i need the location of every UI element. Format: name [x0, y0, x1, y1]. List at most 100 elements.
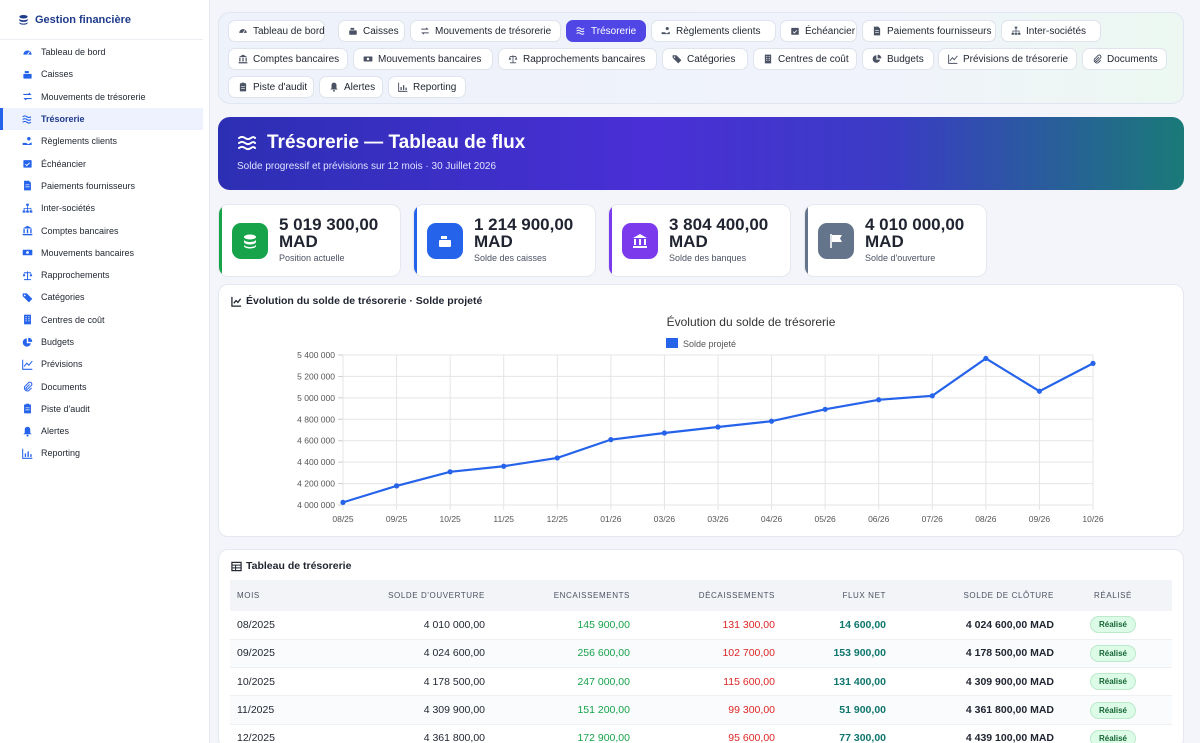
tab-label: Catégories: [687, 53, 736, 65]
sidebar-item-paiements-fournisseurs[interactable]: Paiements fournisseurs: [0, 175, 209, 197]
tab-categories[interactable]: Catégories: [662, 48, 748, 70]
tab-paiements-fournisseurs[interactable]: Paiements fournisseurs: [862, 20, 996, 42]
tab-documents[interactable]: Documents: [1082, 48, 1167, 70]
bank-icon: [238, 54, 248, 64]
tab-label: Centres de coût: [778, 53, 849, 65]
sidebar-item-tableau-de-bord[interactable]: Tableau de bord: [0, 41, 209, 63]
chart-card: Évolution du solde de trésorerie · Solde…: [218, 284, 1184, 537]
status-badge: Réalisé: [1089, 729, 1137, 743]
data-point: [1036, 388, 1043, 394]
clipboard-icon: [239, 82, 247, 92]
invoice-icon: [24, 181, 31, 191]
data-point: [608, 437, 614, 443]
table-row: 08/2025 4 010 000,00 145 900,00 131 300,00 1…: [230, 611, 1172, 640]
sidebar-item-reporting[interactable]: Reporting: [0, 442, 209, 464]
tab-label: Mouvements bancaires: [378, 53, 482, 65]
tab-tableau-de-bord[interactable]: Tableau de bord: [228, 20, 325, 42]
x-tick-label: 12/25: [547, 514, 569, 524]
x-tick-label: 01/26: [600, 514, 622, 524]
sidebar-item-rapprochements[interactable]: Rapprochements: [0, 264, 209, 286]
sidebar-item-previsions[interactable]: Prévisions: [0, 353, 209, 375]
x-tick-label: 10/25: [440, 514, 462, 524]
sidebar-item-label: Mouvements bancaires: [41, 247, 135, 258]
status-badge: Réalisé: [1089, 644, 1137, 662]
page-title: Trésorerie — Tableau de flux: [267, 132, 526, 153]
sidebar-item-label: Rapprochements: [41, 270, 110, 281]
tab-inter-societes[interactable]: Inter-sociétés: [1001, 20, 1101, 42]
status-cell: Réalisé: [1054, 639, 1172, 669]
tab-reglements-clients[interactable]: Règlements clients: [651, 20, 776, 42]
hand-coin-icon: [661, 26, 670, 35]
table-icon: [231, 561, 242, 571]
tab-previsions-de-tresorerie[interactable]: Prévisions de trésorerie: [938, 48, 1077, 70]
scale-icon: [22, 270, 33, 280]
sidebar-item-inter-societes[interactable]: Inter-sociétés: [0, 197, 209, 219]
tab-reporting[interactable]: Reporting: [388, 76, 466, 98]
tab-caisses[interactable]: Caisses: [338, 20, 405, 42]
sidebar-item-comptes-bancaires[interactable]: Comptes bancaires: [0, 219, 209, 241]
kpi-card-2: 1 214 900,00 MAD Solde des caisses: [413, 204, 596, 277]
tab-piste-d-audit[interactable]: Piste d'audit: [228, 76, 314, 98]
table-card-title: Tableau de trésorerie: [246, 560, 352, 572]
main-content: Tableau de bord Caisses Mouvements de trés…: [218, 0, 1200, 743]
sidebar-item-alertes[interactable]: Alertes: [0, 420, 209, 442]
sidebar-item-label: Tableau de bord: [41, 47, 106, 58]
sidebar-item-mouvements-de-tresorerie[interactable]: Mouvements de trésorerie: [0, 86, 209, 108]
sidebar-item-echeancier[interactable]: Échéancier: [0, 152, 209, 174]
sidebar-item-centres-de-cout[interactable]: Centres de coût: [0, 309, 209, 331]
tab-comptes-bancaires[interactable]: Comptes bancaires: [228, 48, 348, 70]
tab-label: Inter-sociétés: [1026, 25, 1087, 37]
y-tick-label: 4 800 000: [297, 414, 335, 424]
x-tick-label: 08/26: [975, 514, 997, 524]
table-cell: 77 300,00: [775, 724, 886, 743]
table-cell: 4 178 500,00: [325, 667, 485, 697]
sidebar-item-tresorerie[interactable]: Trésorerie: [0, 107, 203, 131]
y-tick-label: 5 400 000: [297, 350, 335, 360]
tab-mouvements-de-tresorerie[interactable]: Mouvements de trésorerie: [410, 20, 561, 42]
y-tick-label: 4 000 000: [297, 500, 335, 510]
tab-centres-de-cout[interactable]: Centres de coût: [753, 48, 857, 70]
data-point: [983, 355, 989, 362]
tags-icon: [22, 293, 33, 303]
table-cell: 4 361 800,00 MAD: [886, 695, 1054, 725]
tab-budgets[interactable]: Budgets: [862, 48, 934, 70]
tab-label: Reporting: [413, 81, 457, 93]
exchange-icon: [23, 92, 32, 101]
kpi-label: Solde des caisses: [474, 253, 547, 263]
sidebar-item-budgets[interactable]: Budgets: [0, 331, 209, 353]
sidebar-item-label: Paiements fournisseurs: [41, 180, 136, 191]
sidebar-item-label: Règlements clients: [41, 136, 118, 147]
sidebar-item-caisses[interactable]: Caisses: [0, 63, 209, 85]
tab-echeancier[interactable]: Échéancier: [780, 20, 857, 42]
table-row: 10/2025 4 178 500,00 247 000,00 115 600,00 1…: [230, 667, 1172, 697]
table-row: 12/2025 4 361 800,00 172 900,00 95 600,00 77…: [230, 724, 1172, 743]
sidebar-item-reglements-clients[interactable]: Règlements clients: [0, 130, 209, 152]
sidebar-item-label: Alertes: [41, 426, 70, 437]
tab-mouvements-bancaires[interactable]: Mouvements bancaires: [353, 48, 493, 70]
sidebar-item-piste-d-audit[interactable]: Piste d'audit: [0, 398, 209, 420]
tab-tresorerie[interactable]: Trésorerie: [566, 20, 646, 42]
sidebar: Gestion financière Tableau de bord Caisse…: [0, 0, 210, 743]
sidebar-item-label: Centres de coût: [41, 314, 105, 325]
sidebar-item-categories[interactable]: Catégories: [0, 286, 209, 308]
tab-label: Alertes: [344, 81, 376, 93]
paperclip-icon: [23, 381, 33, 392]
sidebar-item-mouvements-bancaires[interactable]: Mouvements bancaires: [0, 242, 209, 264]
x-tick-label: 03/26: [707, 514, 729, 524]
sidebar-nav: Tableau de bord Caisses Mouvements de trés…: [0, 40, 209, 465]
tab-rapprochements-bancaires[interactable]: Rapprochements bancaires: [498, 48, 657, 70]
table-cell: 172 900,00: [485, 724, 630, 743]
exchange-icon: [421, 27, 429, 35]
kpi-card-1: 5 019 300,00 MAD Position actuelle: [218, 204, 401, 277]
sitemap-icon: [22, 203, 33, 213]
kpi-card-4: 4 010 000,00 MAD Solde d'ouverture: [804, 204, 987, 277]
sidebar-item-documents[interactable]: Documents: [0, 375, 209, 397]
tab-alertes[interactable]: Alertes: [319, 76, 383, 98]
status-badge: Réalisé: [1089, 701, 1137, 719]
water-icon: [238, 135, 256, 151]
calendar-check-icon: [23, 160, 32, 168]
column-header-realise: Réalisé: [1054, 580, 1172, 611]
kpi-value: 4 010 000,00 MAD: [865, 215, 965, 251]
chart-card-title-row: Évolution du solde de trésorerie · Solde…: [231, 295, 482, 307]
tab-label: Comptes bancaires: [253, 53, 340, 65]
